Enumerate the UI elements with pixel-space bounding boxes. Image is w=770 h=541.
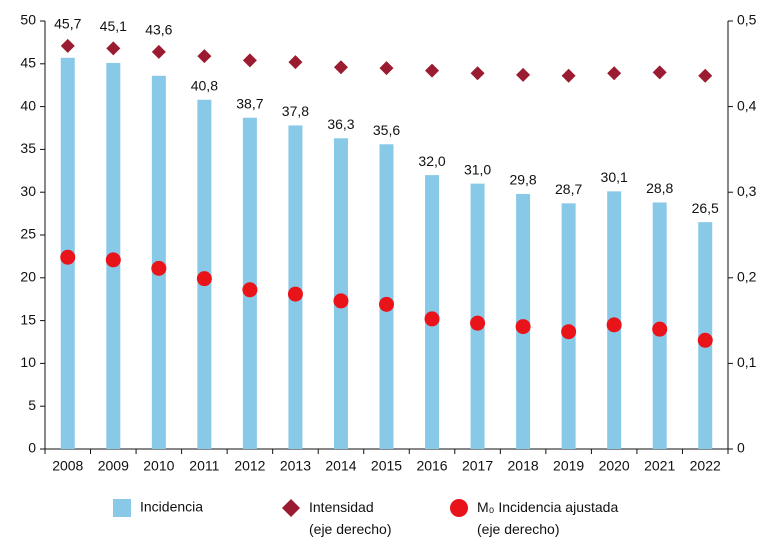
x-tick-label: 2017 [462,458,493,474]
diamond-marker [561,68,576,83]
value-label: 38,7 [236,95,263,111]
diamond-marker [151,44,166,59]
legend-swatch [282,499,300,517]
value-label: 45,1 [100,18,127,34]
x-tick-label: 2009 [98,458,129,474]
x-tick-label: 2010 [143,458,174,474]
diamond-marker [197,49,212,64]
x-tick-label: 2016 [416,458,447,474]
legend-line: M₀ Incidencia ajustada [477,499,618,515]
x-tick-label: 2008 [52,458,83,474]
circle-marker [606,317,622,333]
y-tick-label: 45 [20,55,36,71]
circle-marker [242,282,258,298]
x-tick-label: 2022 [690,458,721,474]
x-tick-label: 2020 [599,458,630,474]
circle-marker [424,311,440,327]
diamond-marker [470,66,485,81]
circle-marker [196,271,212,287]
value-label: 32,0 [418,153,445,169]
circle-marker [561,324,577,340]
y-tick-label: 10 [20,354,36,370]
x-tick-label: 2014 [325,458,356,474]
value-label: 43,6 [145,22,172,38]
y-tick-label: 35 [20,140,36,156]
y2-tick-label: 0,1 [737,354,757,370]
circle-marker [379,296,394,312]
value-label: 28,7 [555,181,582,197]
x-tick-label: 2018 [508,458,539,474]
value-label: 36,3 [327,116,354,132]
circle-marker [652,321,668,337]
circle-marker [333,293,349,309]
circle-marker [697,332,713,348]
diamond-marker [288,55,303,70]
legend-line: (eje derecho) [477,521,560,537]
value-label: 35,6 [373,122,400,138]
diamond-marker [242,53,257,68]
legend-swatch [450,499,468,517]
legend-label: Incidencia [140,499,203,515]
diamond-marker [60,38,75,53]
x-tick-label: 2015 [371,458,402,474]
legend-line: Intensidad [309,499,374,515]
value-label: 28,8 [646,180,673,196]
diamond-marker [607,66,622,81]
value-label: 30,1 [601,169,628,185]
diamond-marker [333,60,348,75]
legend-line: (eje derecho) [309,521,392,537]
value-label: 26,5 [692,200,719,216]
circle-marker [60,249,76,265]
y2-tick-label: 0,3 [737,183,757,199]
diamond-marker [516,67,531,82]
x-tick-label: 2011 [189,458,219,474]
y-tick-label: 20 [20,269,36,285]
y2-tick-label: 0 [737,440,745,456]
diamond-marker [652,65,667,80]
circle-marker [105,252,121,268]
y-tick-label: 0 [28,440,36,456]
circle-marker [287,286,303,302]
y-tick-label: 40 [20,97,36,113]
value-label: 31,0 [464,161,491,177]
y-tick-label: 50 [20,12,36,28]
y-tick-label: 25 [20,226,36,242]
x-tick-label: 2012 [234,458,265,474]
x-tick-label: 2013 [280,458,311,474]
diamond-marker [425,63,440,78]
diamond-marker [106,41,121,56]
legend-label: M₀ Incidencia ajustada (eje derecho) [477,499,618,537]
diamond-marker [698,68,713,83]
y-tick-label: 5 [28,397,36,413]
legend-label: Intensidad (eje derecho) [309,499,392,537]
circle-marker [470,315,486,331]
circle-marker [151,260,167,276]
x-tick-label: 2021 [644,458,675,474]
x-tick-label: 2019 [553,458,584,474]
diamond-marker [379,61,394,76]
circle-marker [515,319,531,335]
y2-tick-label: 0,5 [737,12,757,28]
bar [379,144,394,450]
y-tick-label: 15 [20,311,36,327]
legend-swatch [113,499,131,517]
y2-tick-label: 0,2 [737,269,757,285]
value-label: 45,7 [54,16,81,32]
value-label: 40,8 [191,77,218,93]
y-tick-label: 30 [20,183,36,199]
y2-tick-label: 0,4 [737,97,757,113]
value-label: 29,8 [509,172,536,188]
value-label: 37,8 [282,103,309,119]
